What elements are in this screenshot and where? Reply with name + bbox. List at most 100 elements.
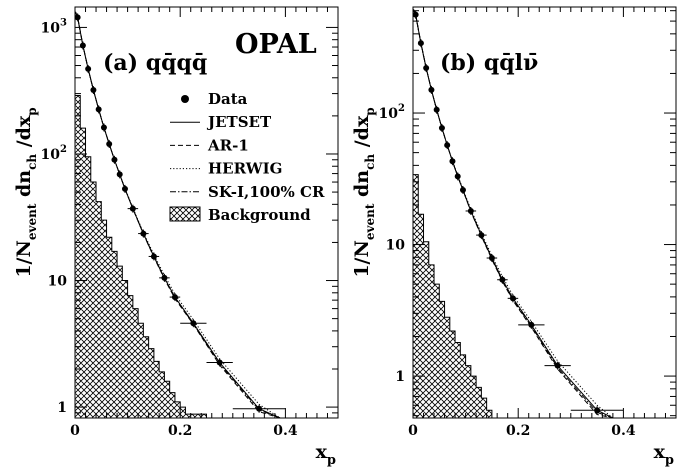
data-point [171, 294, 178, 301]
x-tick-label: 0 [70, 423, 80, 439]
y-tick-label: 1 [57, 400, 67, 416]
x-axis-label-part: x [316, 441, 328, 463]
data-point [111, 156, 118, 163]
data-point [467, 207, 474, 214]
y-tick-label: 1 [395, 369, 405, 385]
legend-label: Data [208, 90, 248, 108]
data-point [216, 359, 223, 366]
y-tick-label-exponent: 2 [60, 144, 67, 155]
x-axis-label: xp [654, 441, 674, 468]
y-axis-label-part: 1/N [13, 240, 35, 278]
data-point [433, 106, 440, 113]
y-tick-label-base: 10 [379, 106, 399, 122]
data-point [95, 106, 102, 113]
data-point [478, 232, 485, 239]
background-histogram [412, 174, 493, 419]
y-axis-label-part: /dx [351, 115, 373, 154]
background-histogram [74, 94, 207, 419]
x-axis-label-part: p [327, 453, 336, 468]
data-point [121, 185, 128, 192]
y-axis-label-part: event [363, 203, 377, 240]
y-tick-label-base: 10 [386, 238, 406, 254]
plot-frame [74, 6, 339, 419]
data-point [129, 205, 136, 212]
y-tick-label-base: 10 [48, 274, 68, 290]
data-point [444, 142, 451, 149]
legend-swatch-background [169, 206, 201, 222]
data-point [79, 42, 86, 49]
data-point [499, 276, 506, 283]
y-tick-label-base: 1 [395, 369, 405, 385]
x-tick-label: 0.2 [506, 423, 530, 439]
x-axis-label-part: x [654, 441, 666, 463]
y-tick-label-exponent: 2 [398, 103, 405, 114]
plot-frame [412, 6, 677, 419]
legend: Data JETSET AR-1 HERWIG SK-I,100% CR Backgrou… [169, 90, 325, 224]
y-tick-label: 103 [41, 17, 67, 36]
data-point [417, 40, 424, 47]
y-axis-label: 1/Nevent dnch /dxp [13, 107, 39, 277]
y-axis-label-part: dn [13, 170, 35, 204]
x-axis-label: xp [316, 441, 336, 468]
experiment-label: OPAL [235, 29, 317, 60]
y-axis-label-part: ch [363, 154, 377, 170]
legend-label: JETSET [206, 113, 272, 131]
y-axis-label-part: p [25, 107, 39, 115]
data-point [594, 407, 601, 414]
y-tick-label: 10 [48, 274, 68, 290]
y-axis-label-part: dn [351, 170, 373, 204]
y-axis-label-part: event [25, 203, 39, 240]
data-point [90, 87, 97, 94]
data-point [106, 140, 113, 147]
y-tick-label: 102 [379, 103, 405, 122]
figure-overlays: (a) qq̄qq̄ (b) qq̄lν̄ OPAL Data JETSET AR-… [103, 29, 538, 224]
data-point [85, 65, 92, 72]
data-point [449, 158, 456, 165]
data-point [116, 171, 123, 178]
data-point [161, 274, 168, 281]
data-point [459, 186, 466, 193]
y-tick-label-base: 1 [57, 400, 67, 416]
model-curve-sk-i-100-cr [75, 12, 281, 419]
data-point [412, 11, 419, 18]
panel-b-label: (b) qq̄lν̄ [440, 50, 538, 76]
data-point [423, 64, 430, 71]
legend-label: HERWIG [208, 160, 282, 178]
y-axis-label-part: 1/N [351, 240, 373, 278]
panel-a-label: (a) qq̄qq̄ [103, 50, 207, 76]
data-point [190, 320, 197, 327]
model-curve-herwig [413, 10, 614, 419]
y-tick-label-base: 10 [41, 147, 61, 163]
y-axis-label: 1/Nevent dnch /dxp [351, 107, 377, 277]
x-tick-label: 0.4 [273, 423, 298, 439]
legend-marker-data [181, 95, 189, 103]
data-point [438, 124, 445, 131]
data-point [509, 295, 516, 302]
model-curve-sk-i-100-cr [413, 10, 614, 419]
legend-label: Background [208, 206, 311, 224]
data-point [256, 405, 263, 412]
data-point [100, 124, 107, 131]
y-tick-label: 102 [41, 144, 67, 163]
x-axis-label-part: p [665, 453, 674, 468]
y-tick-label-exponent: 3 [60, 17, 67, 28]
y-axis-label-part: /dx [13, 115, 35, 154]
data-point [554, 362, 561, 369]
y-axis-label-part: p [363, 107, 377, 115]
data-point [140, 230, 147, 237]
x-tick-label: 0 [408, 423, 418, 439]
y-tick-label: 10 [386, 238, 406, 254]
data-point [454, 173, 461, 180]
data-point [528, 321, 535, 328]
data-point [488, 255, 495, 262]
x-tick-label: 0.4 [611, 423, 636, 439]
legend-label: AR-1 [207, 136, 249, 154]
data-point [150, 253, 157, 260]
data-point [428, 86, 435, 93]
y-axis-label-part: ch [25, 154, 39, 170]
x-tick-label: 0.2 [168, 423, 192, 439]
y-tick-label-base: 10 [41, 20, 61, 36]
